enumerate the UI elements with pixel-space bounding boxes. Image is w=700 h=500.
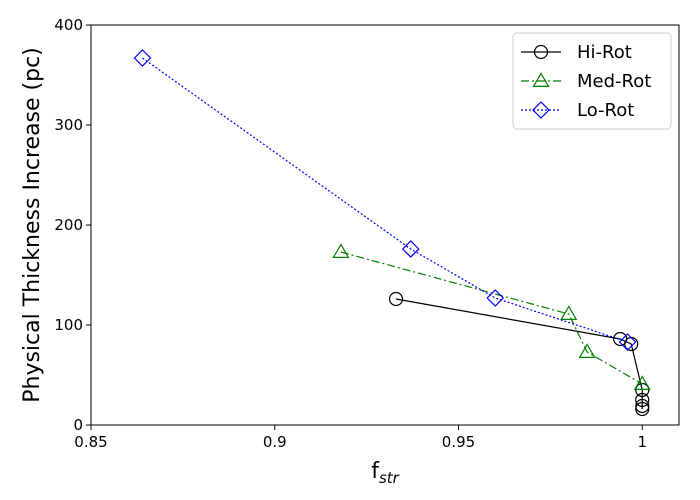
legend-label-hi-rot: Hi-Rot <box>577 42 632 63</box>
legend-marker-med-rot <box>532 72 550 88</box>
y-tick-label: 200 <box>54 216 83 234</box>
data-point-med-rot <box>633 375 651 390</box>
series-layer <box>133 49 651 417</box>
x-axis: 0.85 0.9 0.95 1 <box>74 425 647 451</box>
x-tick-label: 0.95 <box>442 433 475 451</box>
y-axis: 0 100 200 300 400 <box>54 16 91 434</box>
legend-label-lo-rot: Lo-Rot <box>577 100 634 121</box>
data-point-hi-rot <box>635 392 650 408</box>
series-lo-rot <box>133 49 637 351</box>
y-tick-label: 400 <box>54 16 83 34</box>
x-axis-label-sub: str <box>379 469 400 487</box>
legend-marker-hi-rot <box>533 44 549 60</box>
legend-item-lo-rot: Lo-Rot <box>521 100 634 121</box>
x-axis-label-main: f <box>371 459 380 484</box>
data-point-med-rot <box>578 343 596 358</box>
y-tick-label: 100 <box>54 316 83 334</box>
x-tick-label: 0.9 <box>263 433 287 451</box>
data-point-hi-rot <box>635 398 650 414</box>
y-tick-label: 300 <box>54 116 83 134</box>
series-med-rot <box>332 243 651 390</box>
legend: Hi-Rot Med-Rot Lo-Rot <box>512 32 672 130</box>
data-point-med-rot <box>560 305 578 320</box>
data-point-hi-rot <box>635 401 650 417</box>
x-tick-label: 1 <box>637 433 647 451</box>
series-line-med-rot <box>340 251 643 385</box>
data-point-lo-rot <box>401 240 420 258</box>
x-axis-label: fstr <box>371 459 399 487</box>
legend-item-med-rot: Med-Rot <box>521 71 651 92</box>
data-point-med-rot <box>332 243 350 258</box>
legend-item-hi-rot: Hi-Rot <box>521 42 632 63</box>
y-axis-label: Physical Thickness Increase (pc) <box>20 47 45 403</box>
data-point-hi-rot <box>388 291 404 307</box>
legend-box <box>512 32 672 130</box>
x-tick-label: 0.85 <box>74 433 107 451</box>
data-point-lo-rot <box>618 333 637 351</box>
data-point-lo-rot <box>486 289 505 307</box>
legend-marker-lo-rot <box>532 101 550 119</box>
legend-label-med-rot: Med-Rot <box>577 71 651 92</box>
series-line-lo-rot <box>142 57 628 343</box>
y-tick-label: 0 <box>73 416 83 434</box>
data-point-lo-rot <box>133 49 152 67</box>
